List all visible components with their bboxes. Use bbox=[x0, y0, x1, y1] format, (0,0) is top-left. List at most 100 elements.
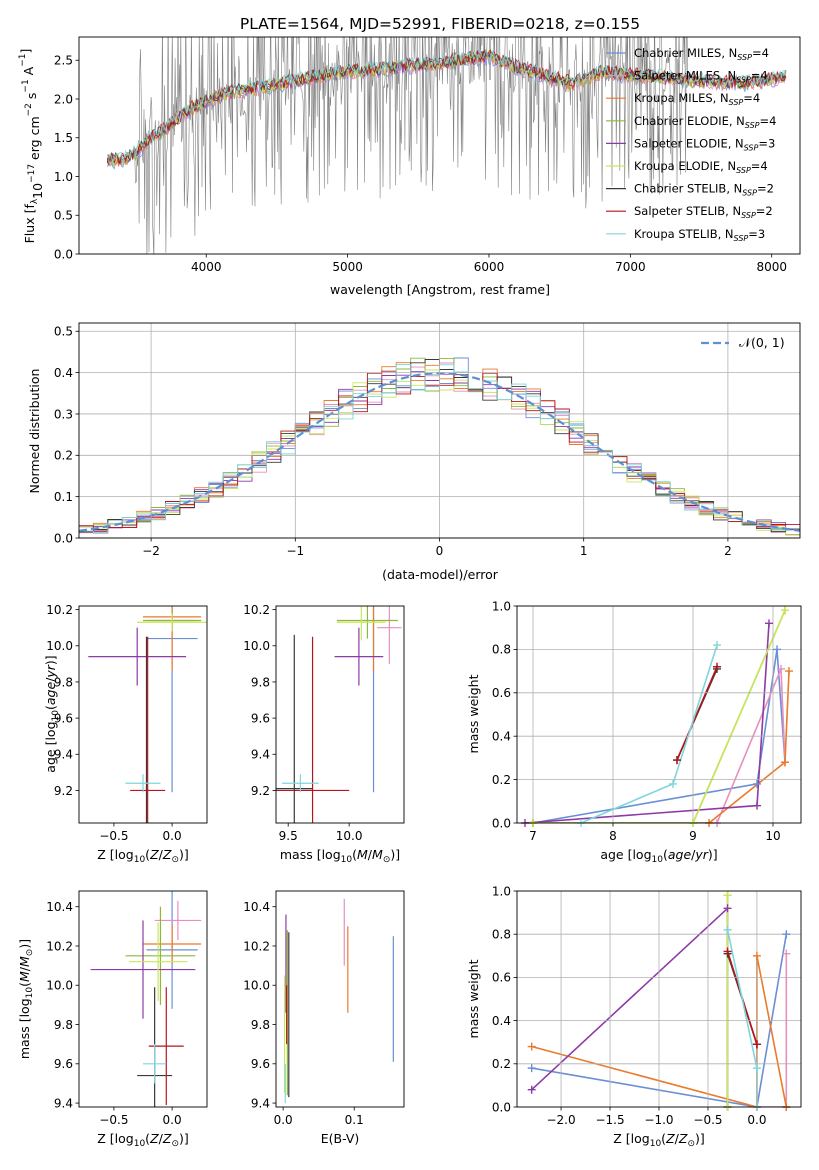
y-tick-label: 9.4 bbox=[54, 748, 73, 762]
panel-age_weight: 7 8 9 10 0.0 0.2 0.4 0.6 0.8 1.0 age [log10(age/yr… bbox=[466, 599, 802, 865]
legend-label-chabrier_stelib: Chabrier STELIB, NSSP=2 bbox=[634, 182, 774, 198]
y-tick-label: 0.0 bbox=[54, 531, 73, 545]
x-axis-label: Z [log10(Z/Z⊙)] bbox=[613, 1131, 705, 1149]
plot-area-mass_age bbox=[276, 606, 402, 823]
spectrum-data-line bbox=[107, 37, 787, 254]
y-tick-label: 0.2 bbox=[492, 773, 511, 787]
weight-marker-kroupa_miles bbox=[752, 951, 761, 960]
weight-marker-kroupa_miles bbox=[527, 1042, 536, 1051]
x-axis-label: age [log10(age/yr)] bbox=[600, 847, 717, 865]
y-axis-label: mass [log10(M/M⊙)] bbox=[17, 939, 35, 1059]
weight-line-kroupa_elodie bbox=[533, 609, 786, 823]
figure-title: PLATE=1564, MJD=52991, FIBERID=0218, z=0… bbox=[240, 15, 640, 33]
axes-frame bbox=[516, 890, 802, 1108]
legend-label-chabrier_elodie: Chabrier ELODIE, NSSP=4 bbox=[634, 114, 776, 130]
y-tick-label: 2.5 bbox=[54, 54, 73, 68]
weight-marker-salpeter_miles bbox=[782, 949, 791, 958]
y-tick-label: 1.0 bbox=[54, 170, 73, 184]
plot-area-ebv_mass bbox=[283, 898, 394, 1104]
weight-marker-kroupa_elodie bbox=[723, 891, 732, 900]
y-tick-label: 0.8 bbox=[492, 643, 511, 657]
y-tick-label: 10.0 bbox=[46, 979, 73, 993]
axes-frame bbox=[78, 36, 801, 255]
y-axis-label: mass weight bbox=[466, 959, 481, 1038]
weight-marker-chabrier_miles bbox=[782, 930, 791, 939]
y-axis-label: Flux [fλ10−17 erg cm−2 s−1 A−1] bbox=[18, 49, 45, 244]
plot-area-z_mass bbox=[90, 891, 202, 1107]
y-axis-label: mass weight bbox=[466, 674, 481, 753]
legend-label-kroupa_stelib: Kroupa STELIB, NSSP=3 bbox=[634, 227, 765, 243]
y-tick-label: 10.4 bbox=[46, 900, 73, 914]
y-tick-label: 10.0 bbox=[243, 979, 270, 993]
x-axis-label: Z [log10(Z/Z⊙)] bbox=[97, 847, 189, 865]
x-tick-label: 9 bbox=[689, 829, 697, 843]
y-tick-label: 0.0 bbox=[54, 247, 73, 261]
legend: Chabrier MILES, NSSP=4 Salpeter MILES, NS… bbox=[606, 46, 776, 243]
axes-frame bbox=[275, 890, 405, 1108]
x-tick-label: −1.0 bbox=[644, 1113, 673, 1127]
x-tick-label: 0.0 bbox=[274, 1113, 293, 1127]
weight-marker-salpeter_stelib bbox=[673, 756, 681, 765]
plot-area-spectrum bbox=[106, 37, 787, 254]
weight-marker-salpeter_stelib bbox=[752, 1040, 761, 1049]
weight-marker-salpeter_elodie bbox=[765, 619, 773, 628]
x-tick-label: −0.5 bbox=[693, 1113, 722, 1127]
axes-frame bbox=[78, 890, 208, 1108]
x-tick-label: 1 bbox=[580, 544, 588, 558]
weight-line-kroupa_stelib bbox=[580, 644, 718, 823]
spectrum-model-chabrier_stelib bbox=[106, 48, 787, 164]
y-tick-label: 0.8 bbox=[492, 928, 511, 942]
spectrum-model-salpeter_stelib bbox=[106, 49, 787, 166]
axes-frame bbox=[516, 605, 802, 824]
y-tick-label: 0.3 bbox=[54, 407, 73, 421]
y-tick-label: 9.8 bbox=[251, 675, 270, 689]
y-tick-label: 2.0 bbox=[54, 92, 73, 106]
weight-marker-kroupa_miles bbox=[781, 758, 789, 767]
weight-line-chabrier_elodie bbox=[533, 609, 786, 823]
weight-marker-kroupa_elodie bbox=[781, 606, 789, 615]
y-tick-label: 9.4 bbox=[251, 1096, 270, 1110]
weight-line-salpeter_stelib bbox=[676, 666, 718, 761]
x-axis-label: Z [log10(Z/Z⊙)] bbox=[97, 1131, 189, 1149]
x-tick-label: −1 bbox=[286, 544, 304, 558]
weight-marker-salpeter_stelib bbox=[723, 947, 732, 956]
x-tick-label: −2 bbox=[142, 544, 160, 558]
y-tick-label: 0.6 bbox=[492, 686, 511, 700]
weight-marker-kroupa_stelib bbox=[723, 925, 732, 934]
y-tick-label: 10.2 bbox=[243, 603, 270, 617]
y-tick-label: 10.2 bbox=[46, 603, 73, 617]
y-axis-label: age [log10(age/yr)] bbox=[43, 655, 61, 772]
x-tick-label: 0.0 bbox=[747, 1113, 766, 1127]
weight-line-chabrier_miles bbox=[531, 934, 788, 1107]
weight-marker-salpeter_elodie bbox=[723, 904, 732, 913]
x-tick-label: 7 bbox=[529, 829, 537, 843]
spectrum-model-kroupa_stelib bbox=[106, 48, 787, 164]
x-axis-label: (data-model)/error bbox=[382, 567, 499, 582]
y-tick-label: 0.4 bbox=[54, 366, 73, 380]
y-tick-label: 0.1 bbox=[54, 490, 73, 504]
y-axis-label: Normed distribution bbox=[27, 369, 42, 494]
panel-z_weight: −2.0 −1.5 −1.0 −0.5 0.0 0.0 0.2 0.4 0.6 0.8 1.0 Z [… bbox=[466, 884, 802, 1149]
weight-marker-kroupa_stelib bbox=[713, 641, 721, 650]
weight-marker-kroupa_stelib bbox=[669, 779, 677, 788]
y-tick-label: 10.0 bbox=[46, 639, 73, 653]
x-tick-label: −1.5 bbox=[595, 1113, 624, 1127]
weight-line-kroupa_stelib bbox=[726, 929, 758, 1107]
spectrum-model-kroupa_elodie bbox=[107, 48, 787, 165]
y-tick-label: 0.0 bbox=[492, 816, 511, 830]
x-tick-label: 0.0 bbox=[163, 829, 182, 843]
weight-marker-salpeter_miles bbox=[777, 664, 785, 673]
weight-marker-kroupa_miles bbox=[785, 667, 793, 676]
panel-mass_age: 9.5 10.0 9.2 9.4 9.6 9.8 10.0 10.2 mass [log10(M… bbox=[243, 603, 405, 865]
weight-marker-chabrier_miles bbox=[753, 779, 761, 788]
weight-marker-salpeter_stelib bbox=[713, 662, 721, 671]
panel-residuals: −2 −1 0 1 2 0.0 0.1 0.2 0.3 0.4 0.5 𝒩(0, 1) (data-mo… bbox=[27, 322, 801, 582]
y-tick-label: 9.4 bbox=[54, 1096, 73, 1110]
plot-area-age_weight bbox=[524, 609, 790, 823]
weight-line-salpeter_elodie bbox=[524, 623, 770, 823]
y-tick-label: 0.0 bbox=[492, 1100, 511, 1114]
y-tick-label: 9.8 bbox=[251, 1018, 270, 1032]
y-tick-label: 9.8 bbox=[54, 1018, 73, 1032]
x-tick-label: 7000 bbox=[615, 260, 646, 274]
y-tick-label: 0.4 bbox=[492, 1014, 511, 1028]
